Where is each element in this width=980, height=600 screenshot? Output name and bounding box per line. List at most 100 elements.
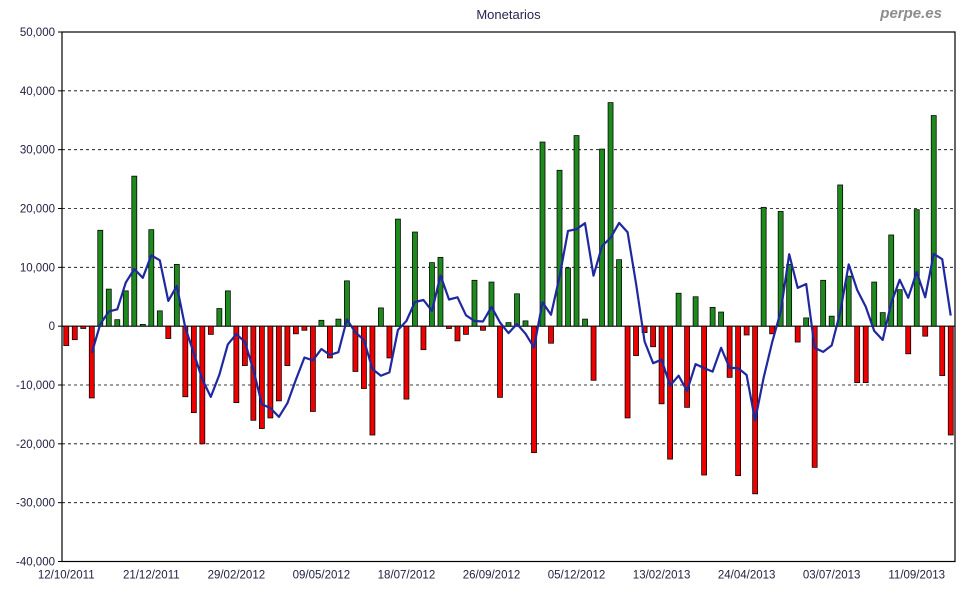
bar-positive <box>888 234 895 327</box>
bar-negative <box>165 325 172 339</box>
bar-positive <box>718 311 724 327</box>
bar-positive <box>156 310 163 327</box>
bar-negative <box>531 325 537 454</box>
bar-negative <box>80 325 87 329</box>
y-tick-label: 30,000 <box>20 145 55 157</box>
y-tick-label: -30,000 <box>16 498 55 510</box>
bar-positive <box>599 148 605 327</box>
bar-positive <box>471 279 478 327</box>
bar-positive <box>879 312 886 327</box>
bar-positive <box>318 319 325 327</box>
bar-negative <box>310 325 316 412</box>
bar-negative <box>497 325 503 398</box>
y-tick-label: 40,000 <box>20 86 55 98</box>
bar-negative <box>190 325 197 414</box>
bar-positive <box>335 318 342 327</box>
bar-positive <box>573 135 580 327</box>
bar-negative <box>352 325 359 372</box>
y-tick-label: 50,000 <box>20 27 55 39</box>
bar-negative <box>241 325 248 366</box>
bar-negative <box>480 325 486 331</box>
y-tick-label: 10,000 <box>20 262 55 274</box>
bar-negative <box>403 325 410 400</box>
bar-positive <box>539 141 546 327</box>
y-tick-label: -20,000 <box>16 439 55 451</box>
bar-negative <box>854 325 861 384</box>
bar-negative <box>420 325 427 351</box>
bar-negative <box>726 325 733 378</box>
bar-negative <box>735 325 742 476</box>
chart-title: Monetarios <box>476 7 541 22</box>
bar-positive <box>105 288 112 327</box>
bar-negative <box>743 325 750 336</box>
bar-positive <box>760 206 767 327</box>
bar-negative <box>446 325 452 329</box>
bar-positive <box>437 256 444 327</box>
bar-negative <box>361 325 367 389</box>
bar-negative <box>947 325 954 436</box>
bar-negative <box>258 325 265 429</box>
bar-negative <box>275 325 282 402</box>
bar-negative <box>811 325 818 468</box>
bar-positive <box>224 290 231 327</box>
bar-positive <box>395 218 401 327</box>
y-tick-label: -40,000 <box>16 557 55 569</box>
bar-negative <box>922 325 929 337</box>
bar-negative <box>369 325 376 436</box>
bar-negative <box>233 325 240 404</box>
bar-negative <box>905 325 912 355</box>
bar-positive <box>871 281 878 327</box>
bar-positive <box>131 175 138 327</box>
bar-positive <box>930 115 937 327</box>
bar-positive <box>488 281 495 327</box>
bar-negative <box>88 325 95 399</box>
bar-negative <box>327 325 333 359</box>
bar-negative <box>794 325 801 343</box>
bar-positive <box>565 267 571 327</box>
bar-positive <box>114 319 121 327</box>
bar-negative <box>650 325 656 348</box>
bar-negative <box>284 325 291 366</box>
bar-negative <box>939 325 946 376</box>
bar-positive <box>429 262 435 327</box>
bar-positive <box>607 102 614 327</box>
bar-negative <box>293 325 299 335</box>
bar-positive <box>675 292 682 327</box>
bar-negative <box>63 325 70 346</box>
bar-positive <box>828 315 835 327</box>
watermark: perpe.es <box>880 5 942 22</box>
x-tick-label: 12/10/2011 <box>38 570 95 582</box>
x-tick-label: 03/07/2013 <box>803 570 861 582</box>
x-tick-label: 05/12/2012 <box>548 570 606 582</box>
bar-positive <box>522 320 529 327</box>
x-tick-label: 26/09/2012 <box>463 570 521 582</box>
bar-positive <box>837 184 844 327</box>
bar-positive <box>845 275 852 327</box>
bar-negative <box>386 325 393 359</box>
bar-negative <box>301 325 308 331</box>
bar-positive <box>896 289 903 327</box>
bar-positive <box>514 293 520 327</box>
bar-positive <box>803 317 810 327</box>
bar-negative <box>267 325 274 419</box>
bar-negative <box>182 325 189 398</box>
y-tick-label: 20,000 <box>20 204 55 216</box>
bar-positive <box>344 280 350 327</box>
bar-negative <box>454 325 461 342</box>
bar-negative <box>590 325 597 381</box>
bar-positive <box>378 307 384 327</box>
x-tick-label: 29/02/2012 <box>208 570 266 582</box>
bar-negative <box>701 325 707 476</box>
bar-negative <box>463 325 469 335</box>
bar-negative <box>633 325 639 356</box>
bar-positive <box>97 229 104 327</box>
x-tick-label: 24/04/2013 <box>718 570 776 582</box>
bar-negative <box>548 325 554 344</box>
bar-negative <box>624 325 631 419</box>
bar-positive <box>913 209 920 327</box>
bar-positive <box>616 259 622 327</box>
y-tick-label: 0 <box>49 321 55 333</box>
bar-positive <box>786 264 793 327</box>
